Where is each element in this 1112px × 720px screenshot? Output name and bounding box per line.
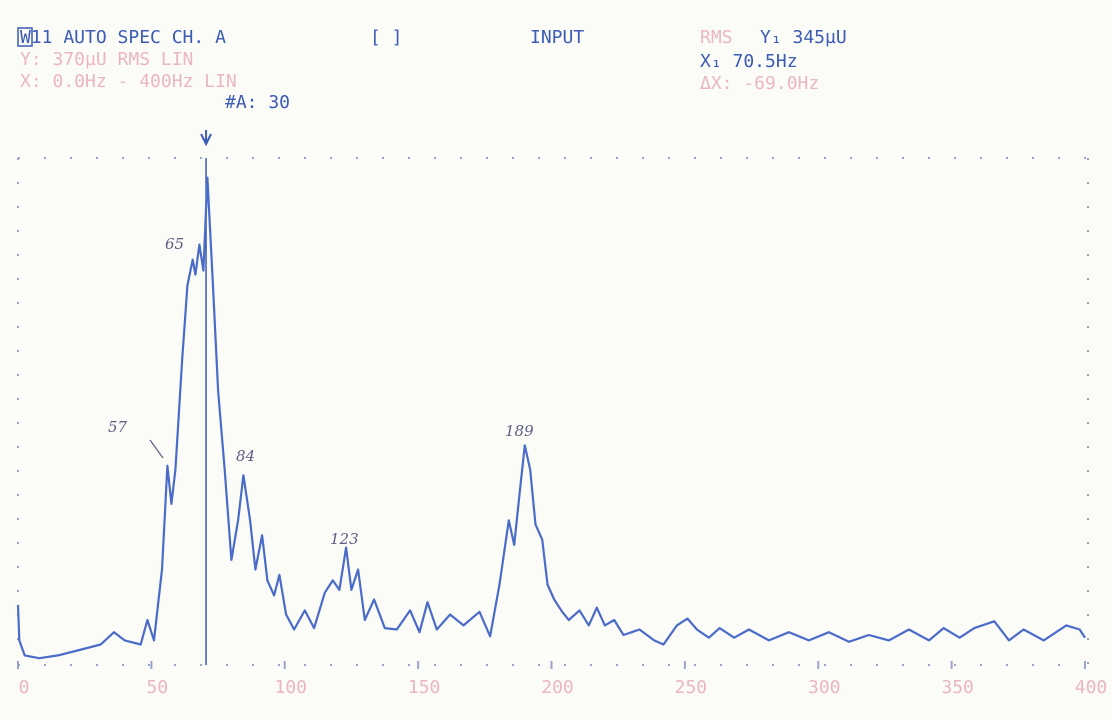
x-tick-label: 100 [274, 677, 307, 698]
annotation: 65 [165, 235, 184, 253]
marker-y: Y₁ 345µU [760, 27, 847, 48]
x-tick-label: 300 [808, 677, 841, 698]
annotation: 57 [108, 418, 128, 436]
x-tick-label: 250 [675, 677, 708, 698]
marker-x-label: X₁ 70.5Hz [700, 51, 798, 72]
delta-x: ΔX: -69.0Hz [700, 73, 819, 94]
x-scale: X: 0.0Hz - 400Hz LIN [20, 71, 237, 92]
annotation: 84 [236, 447, 255, 465]
x-tick-label: 0 [19, 677, 30, 698]
rms: RMS [700, 27, 733, 48]
averages: #A: 30 [225, 92, 290, 113]
x-tick-label: 150 [408, 677, 441, 698]
annotation: 189 [505, 422, 534, 440]
annotation-pointer [149, 439, 164, 459]
marker-arrow [200, 130, 212, 147]
spectrum-line [16, 176, 1086, 660]
input: INPUT [530, 27, 584, 48]
title-box [17, 27, 33, 47]
x-tick-label: 200 [541, 677, 574, 698]
y-scale: Y: 370µU RMS LIN [20, 49, 193, 70]
annotation: 123 [330, 530, 359, 548]
title: W11 AUTO SPEC CH. A [20, 27, 226, 48]
x-tick-label: 350 [941, 677, 974, 698]
bracket: [ ] [370, 27, 403, 48]
x-tick-label: 400 [1075, 677, 1108, 698]
x-tick-label: 50 [147, 677, 169, 698]
